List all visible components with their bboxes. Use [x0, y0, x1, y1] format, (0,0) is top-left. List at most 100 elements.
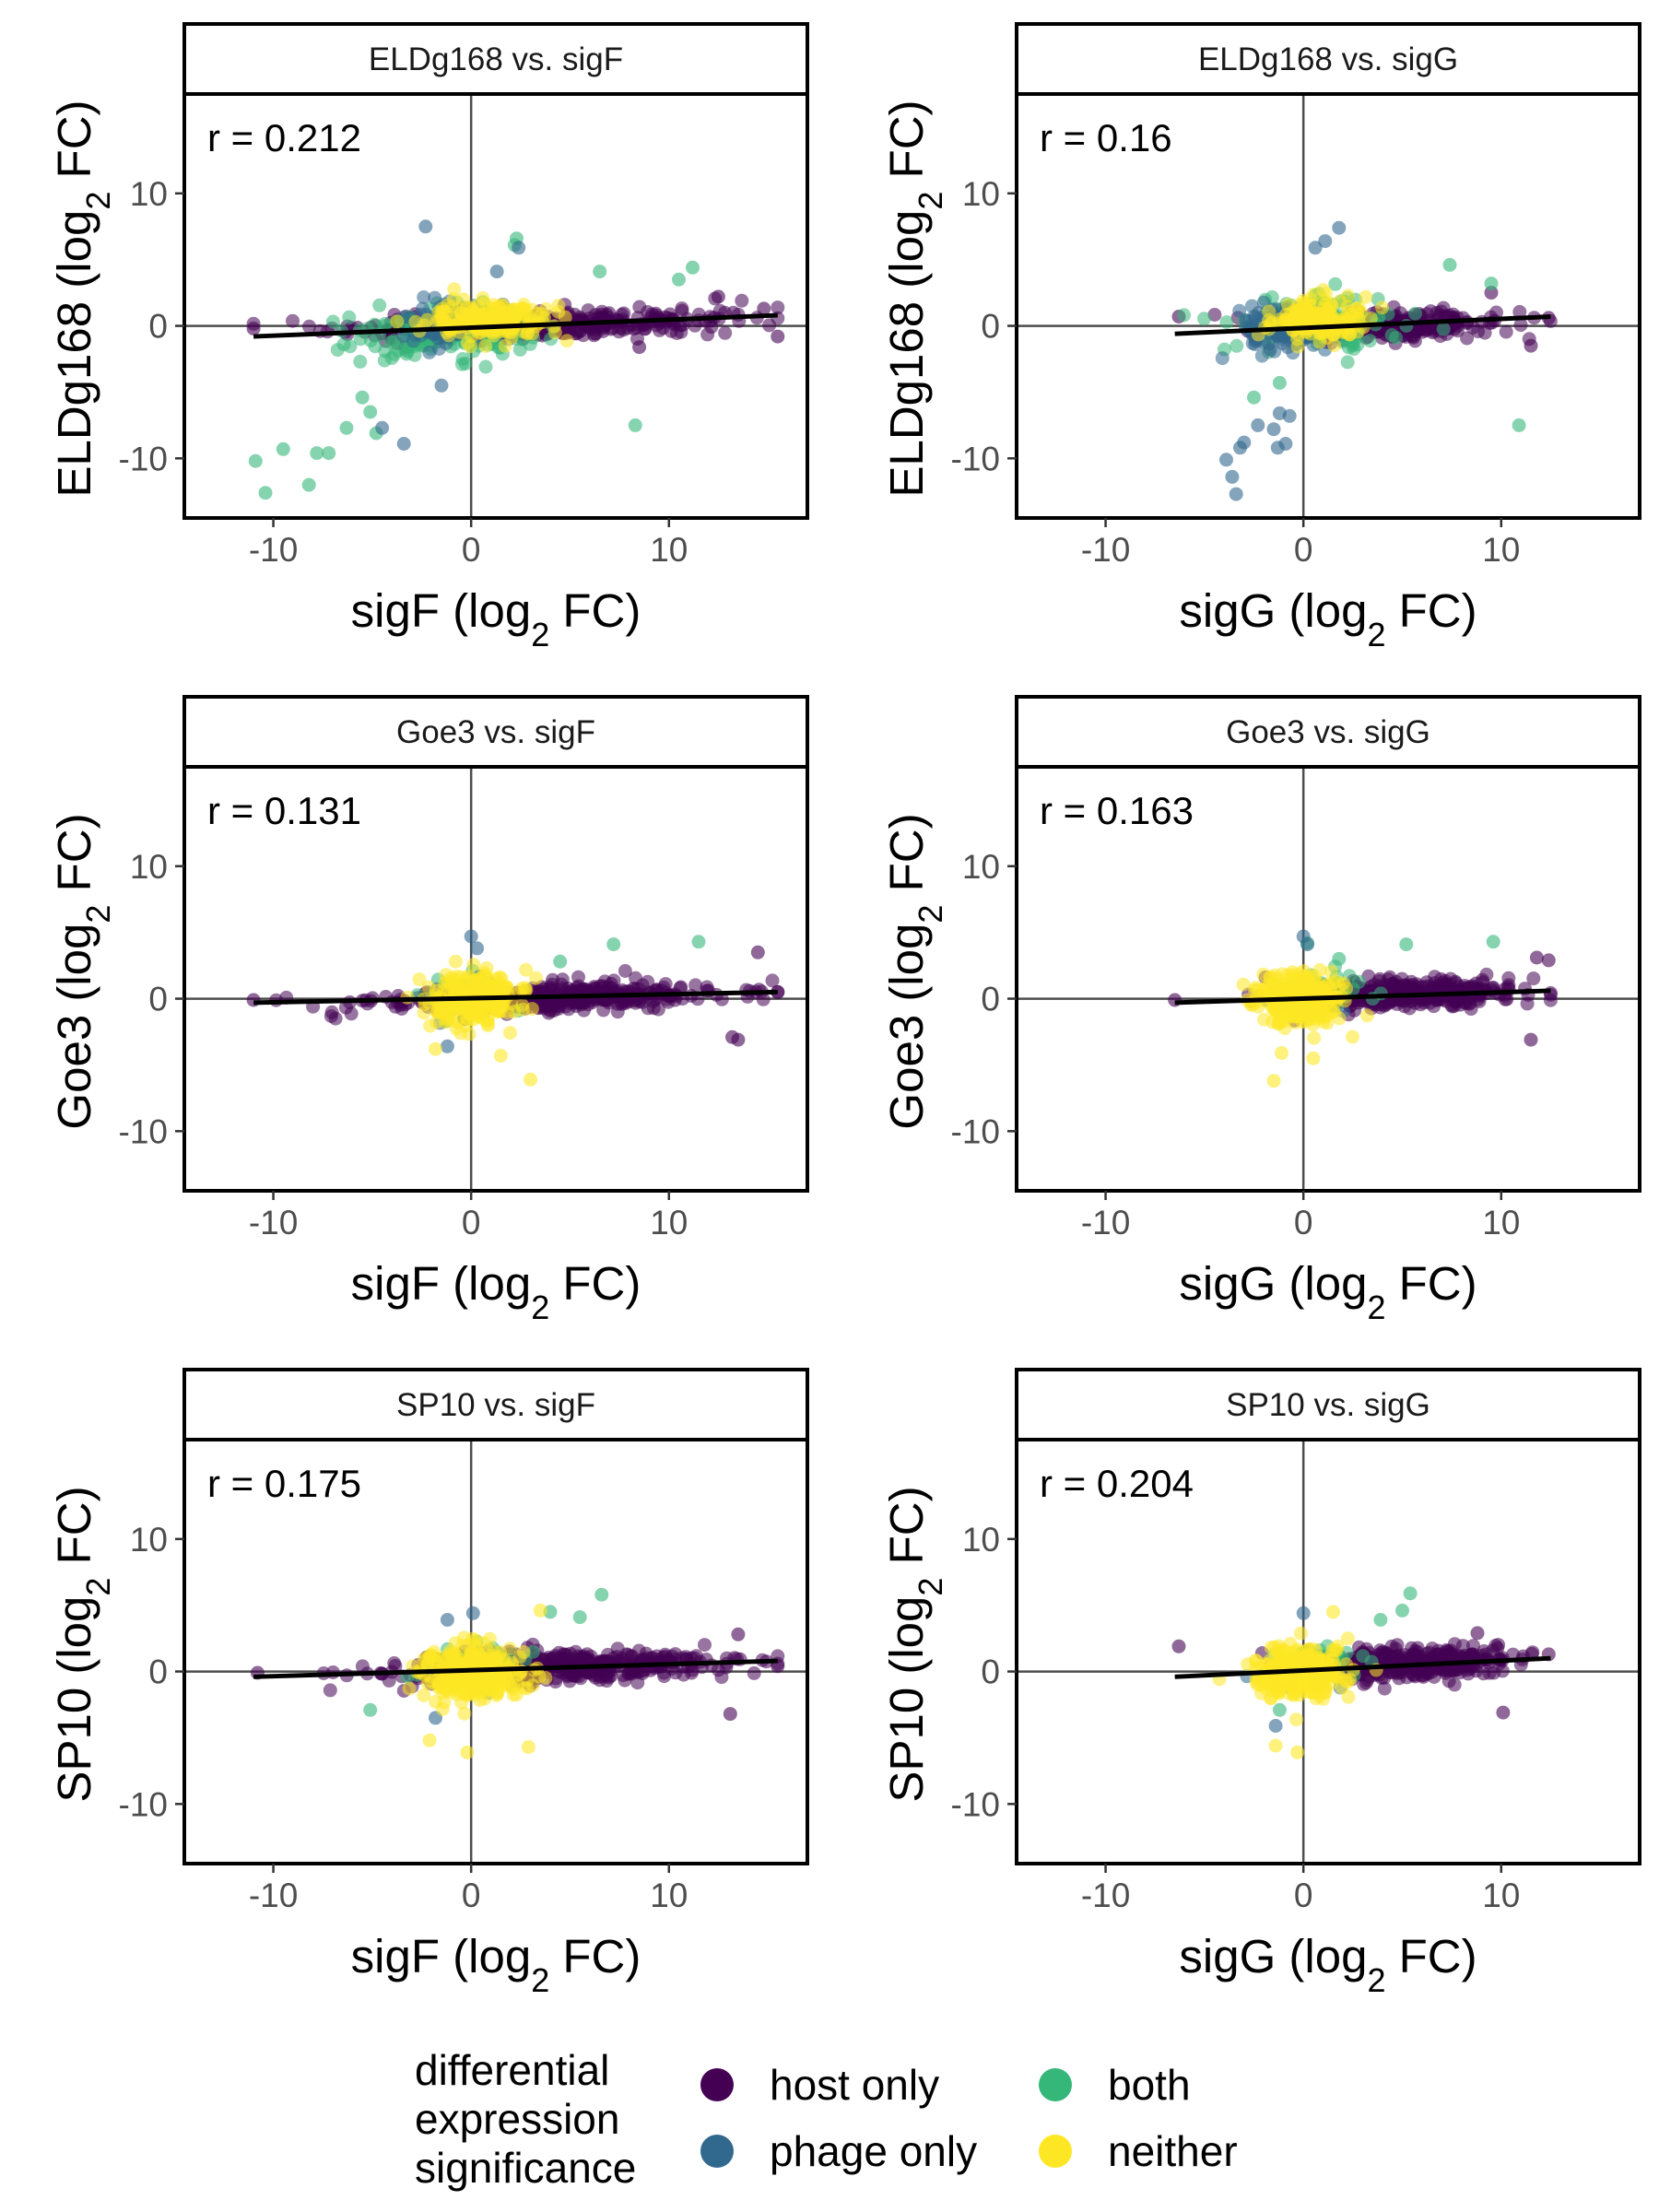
y-axis-title-main: Goe3 (log [880, 924, 933, 1130]
data-point [552, 1645, 567, 1660]
data-point [1357, 1677, 1371, 1691]
x-tick-label: -10 [1081, 1204, 1130, 1241]
data-point [1390, 1649, 1405, 1664]
data-point [506, 1688, 521, 1702]
data-point [1197, 312, 1211, 326]
data-point [535, 982, 550, 996]
data-point [355, 390, 370, 405]
data-point [460, 1745, 475, 1759]
data-point [258, 486, 273, 500]
data-point [310, 446, 324, 461]
panel-strip [1015, 695, 1641, 769]
data-point [473, 313, 488, 327]
data-point [342, 310, 357, 324]
data-point [444, 971, 459, 985]
correlation-label: r = 0.175 [207, 1462, 361, 1505]
x-axis-title-tail: FC) [1385, 1257, 1477, 1310]
correlation-label: r = 0.16 [1040, 116, 1172, 159]
data-point [339, 420, 354, 435]
data-point [468, 1636, 483, 1651]
data-point [1436, 322, 1451, 336]
y-tick-label: 10 [130, 175, 168, 213]
data-point [547, 325, 562, 340]
data-point [700, 327, 715, 342]
data-point [487, 300, 501, 315]
data-point [429, 1041, 442, 1056]
data-point [447, 282, 462, 297]
data-point [725, 1030, 739, 1044]
data-point [487, 328, 500, 343]
data-point [533, 1603, 547, 1618]
panel-title: ELDg168 vs. sigF [369, 41, 623, 77]
data-point [1341, 1689, 1356, 1704]
data-point [423, 1018, 438, 1033]
y-axis-title-tail: FC) [48, 1486, 100, 1577]
data-point [1377, 1681, 1392, 1696]
x-axis-title: sigF (log2 FC) [351, 1930, 641, 1999]
x-axis-title-main: sigG (log [1179, 1257, 1367, 1310]
data-point [1282, 408, 1297, 423]
y-tick-label: -10 [119, 1112, 168, 1150]
data-point [771, 300, 785, 315]
data-point [1465, 1647, 1480, 1662]
data-point [524, 311, 538, 325]
y-axis-title-subscript: 2 [912, 905, 949, 924]
panel-border [1015, 92, 1641, 520]
data-point [628, 418, 642, 432]
data-point [1266, 422, 1281, 437]
data-point [572, 1610, 587, 1625]
data-point [465, 1606, 480, 1620]
data-point [1290, 332, 1305, 347]
x-axis-title-main: sigG (log [1179, 584, 1367, 637]
x-axis-title-tail: FC) [549, 1257, 641, 1310]
data-point [246, 321, 261, 335]
data-point [1308, 241, 1323, 255]
panel-border [1015, 765, 1641, 1193]
x-tick-label: 10 [1482, 1204, 1520, 1241]
x-axis-title-tail: FC) [549, 1930, 641, 1983]
data-point [1307, 287, 1322, 301]
correlation-label: r = 0.131 [207, 789, 361, 832]
data-point [1524, 338, 1538, 353]
data-point [516, 1645, 531, 1659]
data-point [440, 1039, 454, 1053]
data-point [602, 995, 617, 1010]
data-point [1477, 1644, 1491, 1658]
data-point [1443, 971, 1458, 986]
data-point [632, 994, 647, 1008]
data-point [434, 378, 449, 393]
data-point [1293, 1626, 1308, 1641]
x-tick-label: 10 [650, 1877, 688, 1914]
data-point [520, 1681, 535, 1696]
y-axis-title-tail: FC) [880, 813, 933, 904]
x-axis-title-main: sigF (log [351, 584, 532, 637]
data-point [1403, 1586, 1418, 1601]
data-point [593, 265, 607, 279]
data-point [1278, 437, 1293, 451]
data-point [529, 971, 543, 985]
data-point [1324, 964, 1338, 979]
data-point [439, 1015, 453, 1030]
data-point [1501, 971, 1516, 985]
data-point [1339, 981, 1354, 995]
data-point [1395, 1603, 1409, 1618]
data-point [688, 978, 703, 993]
x-axis-title: sigG (log2 FC) [1179, 1257, 1477, 1326]
y-tick-label: -10 [119, 1785, 168, 1823]
data-point [1232, 303, 1247, 318]
x-axis-title: sigF (log2 FC) [351, 1257, 641, 1326]
data-point [418, 219, 433, 234]
data-point [1470, 1626, 1485, 1641]
data-point [672, 272, 686, 287]
data-point [432, 1678, 447, 1693]
data-point [324, 1005, 339, 1019]
data-point [667, 993, 682, 1007]
data-point [1271, 984, 1286, 999]
data-point [322, 446, 336, 461]
data-point [691, 935, 706, 949]
y-axis-title-subscript: 2 [79, 192, 117, 210]
data-point [1272, 1702, 1287, 1717]
y-axis-title-subscript: 2 [912, 192, 949, 210]
